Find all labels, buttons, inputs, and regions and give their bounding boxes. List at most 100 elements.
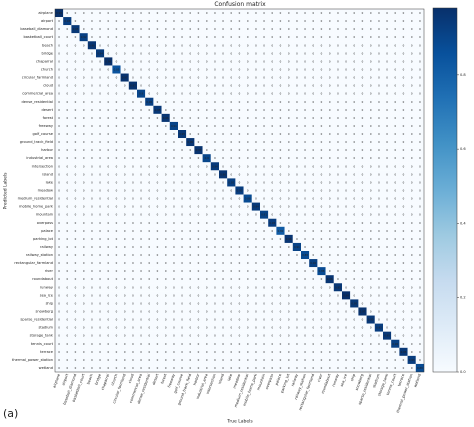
cell-value: 0: [132, 116, 134, 120]
cell-value: 0: [403, 197, 405, 201]
cell: [104, 242, 113, 252]
cell-value: 0: [58, 35, 60, 39]
cell: [227, 226, 236, 235]
cell: [251, 49, 261, 58]
cell-value: 0: [271, 293, 273, 297]
cell: [399, 41, 408, 50]
cell: [292, 73, 302, 82]
cell-value: 0: [148, 213, 150, 217]
cell: [186, 267, 195, 276]
cell: [407, 315, 416, 324]
cell: [153, 17, 162, 26]
cell-value: 0: [378, 35, 380, 39]
cell-value: 0: [107, 116, 109, 120]
cell: [55, 154, 64, 163]
cell-value: 0: [296, 350, 298, 354]
cell: [374, 97, 384, 106]
cell: [55, 65, 64, 74]
cell: [317, 130, 326, 139]
cell-value: 0: [132, 269, 134, 273]
cell: [399, 9, 408, 18]
cell: [243, 226, 252, 235]
cell-value: 0: [345, 116, 347, 120]
cell-value: 0: [288, 350, 290, 354]
cell-value: 0: [140, 269, 142, 273]
cell-value: 0: [214, 84, 216, 88]
cell-value: 0: [214, 277, 216, 281]
cell-value: 0: [99, 342, 101, 346]
cell: [71, 259, 80, 268]
cell-value: 0: [403, 140, 405, 144]
colorbar-tick-label: 0.4: [460, 221, 466, 225]
cell-value: 0: [321, 342, 323, 346]
cell: [161, 210, 170, 219]
cell-value: 0.92: [310, 261, 316, 265]
cell: [415, 194, 425, 203]
y-tick-label: thermal_power_station: [12, 358, 53, 362]
cell: [383, 226, 392, 235]
cell-value: 0: [321, 172, 323, 176]
cell-value: 0: [411, 221, 413, 225]
cell-value: 0: [280, 108, 282, 112]
cell: [301, 65, 310, 74]
cell-value: 0: [312, 342, 314, 346]
cell-value: 0: [411, 51, 413, 55]
cell-value: 0: [66, 358, 68, 362]
cell: [87, 331, 97, 340]
cell: [383, 130, 392, 139]
cell: [317, 170, 326, 179]
cell-value: 0: [198, 19, 200, 23]
cell: [153, 283, 162, 292]
cell-value: 0: [116, 366, 118, 370]
cell: [63, 283, 72, 292]
cell: [309, 17, 318, 26]
cell-value: 0: [411, 148, 413, 152]
cell-value: 0: [378, 164, 380, 168]
cell-value: 0: [58, 293, 60, 297]
cell-value: 0: [329, 342, 331, 346]
cell: [194, 130, 203, 139]
cell: [202, 105, 211, 114]
cell: [71, 105, 80, 114]
cell-value: 0: [66, 92, 68, 96]
cell: [235, 113, 244, 122]
cell: [128, 89, 138, 98]
cell: [243, 355, 252, 364]
cell: [87, 170, 97, 179]
cell: [71, 355, 80, 364]
cell: [309, 291, 318, 300]
cell-value: 0: [58, 27, 60, 31]
cell: [153, 299, 162, 308]
cell: [317, 154, 326, 163]
cell-value: 0: [337, 35, 339, 39]
cell: [333, 291, 343, 300]
cell-value: 0: [263, 148, 265, 152]
cell-value: 0: [296, 172, 298, 176]
cell: [194, 33, 203, 42]
cell: [96, 97, 105, 106]
cell: [161, 194, 170, 203]
cell-value: 0: [165, 326, 167, 330]
cell-value: 0: [296, 100, 298, 104]
cell-value: 0: [107, 301, 109, 305]
cell-value: 0: [403, 221, 405, 225]
cell-value: 0: [255, 245, 257, 249]
cell: [120, 162, 129, 171]
cell-value: 0: [173, 19, 175, 23]
cell: [63, 162, 72, 171]
cell: [227, 315, 236, 324]
cell: [374, 81, 384, 90]
cell: [128, 307, 138, 316]
cell-value: 0: [345, 221, 347, 225]
cell: [210, 73, 220, 82]
cell: [309, 251, 318, 260]
cell-value: 0: [214, 148, 216, 152]
cell-value: 0: [116, 358, 118, 362]
cell: [342, 194, 351, 203]
cell: [276, 105, 285, 114]
cell: [112, 146, 121, 155]
cell: [391, 218, 400, 227]
cell-value: 0: [288, 124, 290, 128]
cell-value: 0: [362, 237, 364, 241]
cell: [407, 331, 416, 340]
